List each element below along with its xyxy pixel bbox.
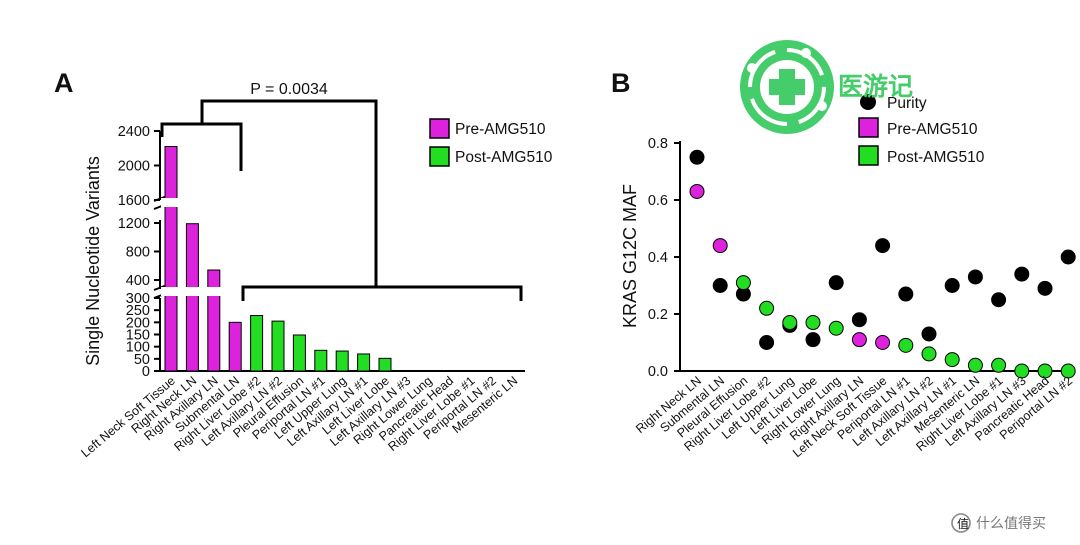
panel-b-point-purity <box>945 279 959 293</box>
panel-a-bar <box>336 351 348 371</box>
panel-b-y-tick-label: 0.2 <box>648 307 668 323</box>
panel-a-y-tick-label: 1200 <box>118 216 150 232</box>
panel-b-point-post <box>992 358 1006 372</box>
panel-b-point-purity <box>899 287 913 301</box>
panel-a-y-tick-label: 300 <box>126 291 150 307</box>
brand-watermark: 医游记 <box>740 40 913 134</box>
panel-b-point-purity <box>713 279 727 293</box>
panel-a-bar-break-lower <box>161 287 231 296</box>
site-logo-glyph: 值 <box>957 516 969 531</box>
panel-b-y-ticks: 0.0 0.2 0.4 0.6 0.8 <box>648 136 680 380</box>
panel-b-point-pre <box>713 239 727 253</box>
panel-a-bar <box>293 335 305 371</box>
panel-a-bars <box>161 147 391 371</box>
panel-b-point-purity <box>760 336 774 350</box>
panel-a-bar-break-upper <box>161 198 231 207</box>
brand-logo-icon <box>740 40 834 134</box>
panel-b-point-post <box>899 338 913 352</box>
panel-b-point-purity <box>1038 281 1052 295</box>
panel-b-point-post <box>783 316 797 330</box>
figure: A Single Nucleotide Variants 05010015020… <box>0 0 1080 545</box>
panel-b-point-purity <box>992 293 1006 307</box>
panel-b-point-purity <box>829 276 843 290</box>
panel-b-y-axis-title: KRAS G12C MAF <box>620 184 640 328</box>
panel-b-y-tick-label: 0.0 <box>648 364 668 380</box>
panel-a-bar <box>186 224 198 371</box>
panel-a-y-tick-label: 1600 <box>118 193 150 209</box>
panel-b-point-pre <box>690 184 704 198</box>
panel-b-point-purity <box>922 327 936 341</box>
panel-a-bar <box>251 316 263 371</box>
site-name: 什么值得买 <box>976 515 1046 531</box>
panel-b-legend-post-label: Post-AMG510 <box>887 149 985 166</box>
panel-a-bracket-post <box>243 287 521 301</box>
panel-b-point-post <box>829 321 843 335</box>
panel-a-legend: Pre-AMG510 Post-AMG510 <box>430 119 553 166</box>
panel-b-point-post <box>945 353 959 367</box>
panel-a-letter: A <box>54 68 74 98</box>
site-watermark: 值 什么值得买 <box>952 514 1046 532</box>
panel-a-y-tick-label: 2400 <box>118 124 150 140</box>
panel-b-legend-pre-swatch <box>859 118 878 137</box>
panel-b-point-post <box>736 276 750 290</box>
brand-name: 医游记 <box>838 73 913 101</box>
panel-b-legend-pre-label: Pre-AMG510 <box>887 121 978 138</box>
panel-b-y-tick-label: 0.4 <box>648 250 668 266</box>
panel-b: B KRAS G12C MAF 0.0 0.2 0.4 0.6 0.8 Right Ne… <box>611 68 1075 460</box>
panel-a-bar <box>315 350 327 371</box>
panel-b-point-purity <box>1061 250 1075 264</box>
panel-b-point-purity <box>690 150 704 164</box>
panel-a-legend-post-label: Post-AMG510 <box>455 149 553 166</box>
panel-b-point-post <box>806 316 820 330</box>
panel-a-bar <box>208 270 220 371</box>
panel-b-points <box>690 150 1075 378</box>
panel-b-y-tick-label: 0.6 <box>648 193 668 209</box>
panel-a-bar <box>379 358 391 371</box>
panel-b-point-post <box>922 347 936 361</box>
panel-a-bracket-comparison <box>202 101 376 287</box>
panel-a-bar <box>358 354 370 371</box>
panel-a-legend-post-swatch <box>430 147 449 166</box>
panel-a: A Single Nucleotide Variants 05010015020… <box>54 68 553 460</box>
panel-a-bar <box>272 321 284 371</box>
panel-a-y-axis-title: Single Nucleotide Variants <box>83 156 103 366</box>
panel-a-bar <box>165 147 177 371</box>
panel-b-point-purity <box>806 333 820 347</box>
panel-a-legend-pre-label: Pre-AMG510 <box>455 121 546 138</box>
panel-a-legend-pre-swatch <box>430 119 449 138</box>
panel-a-p-value: P = 0.0034 <box>250 81 328 98</box>
panel-b-point-post <box>968 358 982 372</box>
panel-a-y-tick-label: 800 <box>126 245 150 261</box>
panel-a-y-tick-label: 2000 <box>118 159 150 175</box>
panel-b-legend: Purity Pre-AMG510 Post-AMG510 <box>859 95 985 167</box>
panel-b-letter: B <box>611 68 631 98</box>
panel-b-point-pre <box>876 336 890 350</box>
panel-b-point-purity <box>1015 267 1029 281</box>
panel-a-y-tick-label: 400 <box>126 273 150 289</box>
panel-b-point-purity <box>876 239 890 253</box>
panel-b-point-pre <box>852 333 866 347</box>
panel-b-point-post <box>760 301 774 315</box>
panel-b-y-tick-label: 0.8 <box>648 136 668 152</box>
panel-b-legend-post-swatch <box>859 146 878 165</box>
panel-b-point-purity <box>852 313 866 327</box>
panel-a-bar <box>229 322 241 371</box>
panel-b-point-purity <box>968 270 982 284</box>
